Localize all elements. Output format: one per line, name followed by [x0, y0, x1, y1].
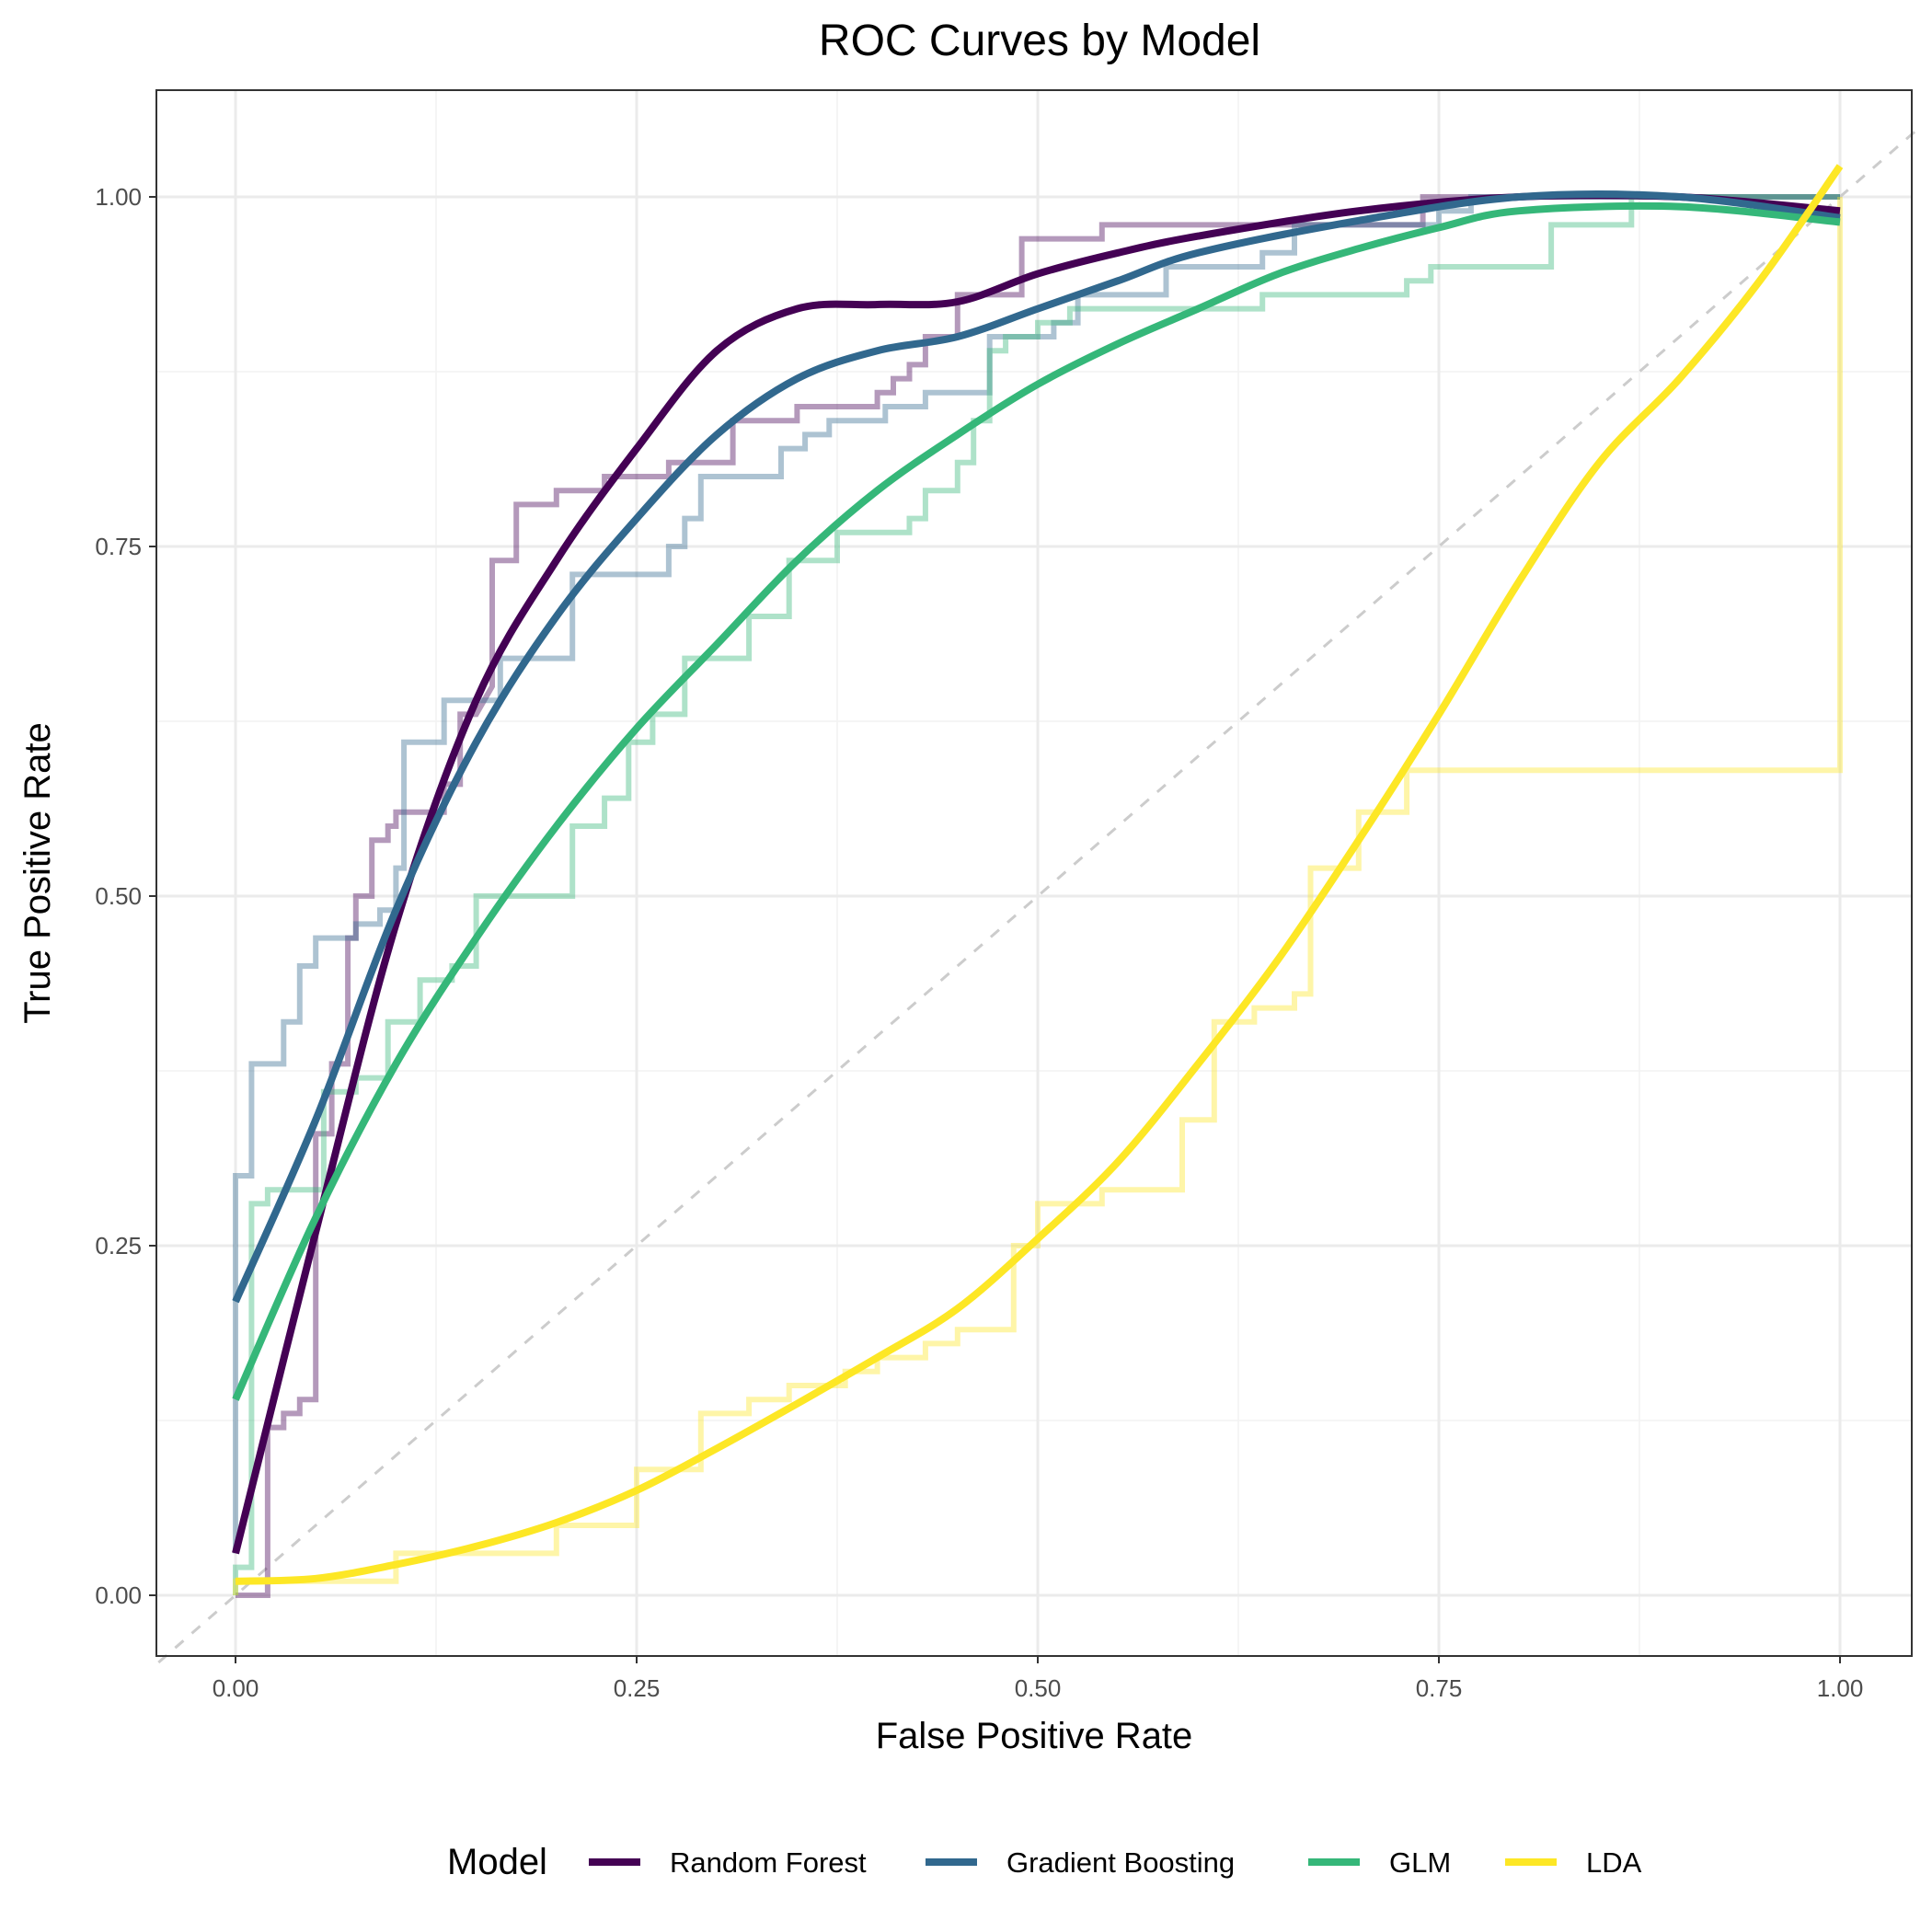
legend-label: LDA	[1586, 1846, 1642, 1879]
x-tick-label: 0.25	[614, 1674, 661, 1702]
y-tick-label: 0.50	[95, 882, 142, 910]
legend-item-lda: LDA	[1505, 1846, 1642, 1879]
y-tick-label: 0.75	[95, 533, 142, 560]
x-axis-title: False Positive Rate	[876, 1716, 1193, 1756]
x-tick-label: 0.75	[1416, 1674, 1463, 1702]
legend-label: Gradient Boosting	[1006, 1846, 1235, 1879]
legend-items: Random Forest Gradient Boosting GLM LDA	[589, 1846, 1642, 1879]
legend: Model Random Forest Gradient Boosting GLM L…	[447, 1842, 1642, 1882]
plot-panel	[156, 90, 1912, 1656]
roc-smooth-lda	[235, 164, 1844, 1585]
x-tick-label: 1.00	[1817, 1674, 1864, 1702]
plot-border	[155, 89, 1913, 1657]
x-axis-ticks: 0.00 0.25 0.50 0.75 1.00	[213, 1656, 1864, 1702]
legend-label: Random Forest	[670, 1846, 867, 1879]
legend-item-gradient-boosting: Gradient Boosting	[926, 1846, 1235, 1879]
y-tick-label: 0.25	[95, 1232, 142, 1259]
reference-diagonal-line	[157, 128, 1918, 1664]
x-tick-label: 0.50	[1015, 1674, 1062, 1702]
y-axis-ticks: 0.00 0.25 0.50 0.75 1.00	[95, 183, 156, 1609]
x-tick-label: 0.00	[213, 1674, 259, 1702]
legend-item-random-forest: Random Forest	[589, 1846, 867, 1879]
roc-smooth-lines	[232, 164, 1844, 1585]
y-axis-title: True Positive Rate	[17, 722, 58, 1024]
roc-smooth-gradient-boosting	[232, 190, 1841, 1304]
y-tick-label: 0.00	[95, 1581, 142, 1609]
roc-steps-random-forest	[236, 194, 1840, 1598]
roc-smooth-random-forest	[232, 191, 1841, 1555]
roc-steps-lda	[233, 197, 1843, 1595]
chart-title: ROC Curves by Model	[819, 17, 1260, 65]
grid-layer	[156, 90, 1912, 1656]
legend-item-glm: GLM	[1308, 1846, 1451, 1879]
roc-steps-gradient-boosting	[233, 194, 1840, 1554]
roc-smooth-glm	[232, 201, 1841, 1401]
legend-title: Model	[447, 1842, 547, 1882]
y-tick-label: 1.00	[95, 183, 142, 211]
legend-label: GLM	[1389, 1846, 1451, 1879]
